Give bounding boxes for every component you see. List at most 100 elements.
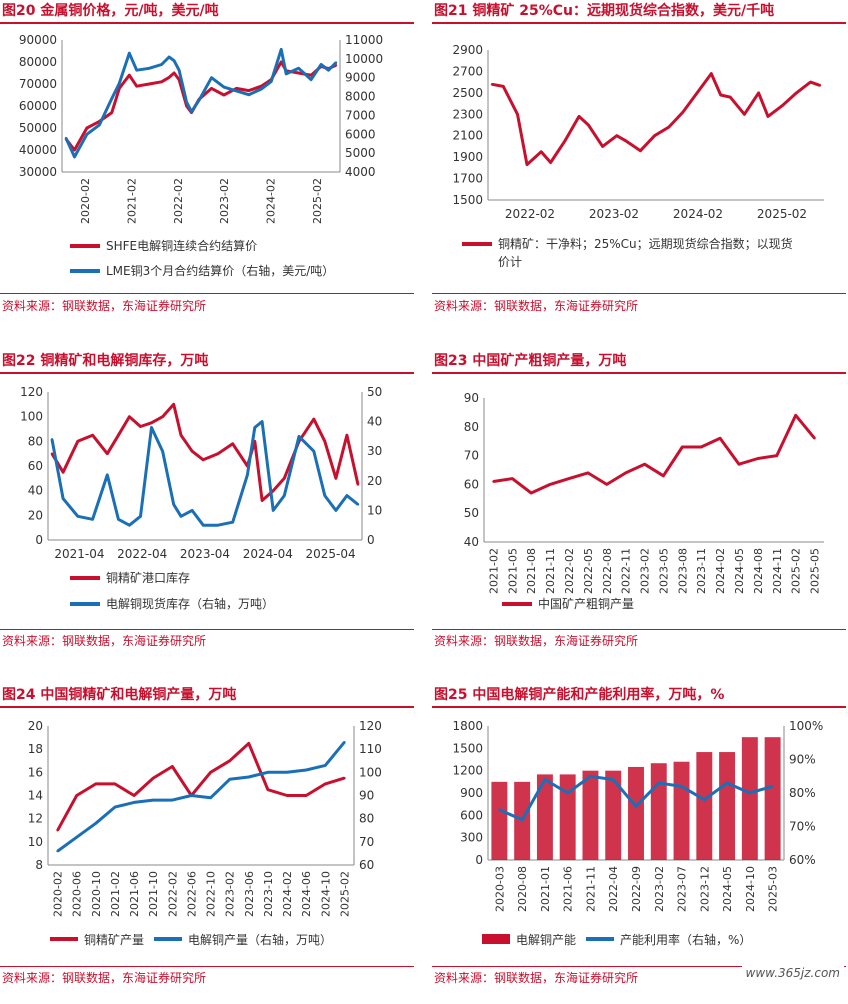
x-tick-label: 2025-02 <box>757 207 807 221</box>
figure-22-panel: 图22 铜精矿和电解铜库存，万吨 0 20 40 60 80 100 120 0 10 20 30 4… <box>0 350 414 670</box>
y2-tick-label: 4000 <box>345 165 376 179</box>
figure-title: 图23 中国矿产粗铜产量，万吨 <box>434 353 627 369</box>
data-point <box>813 437 816 440</box>
data-point <box>128 74 131 77</box>
data-point <box>283 477 286 480</box>
source-text: 资料来源：钢联数据，东海证券研究所 <box>434 971 639 985</box>
figure-title: 图20 金属铜价格，元/吨，美元/吨 <box>2 3 219 19</box>
data-point <box>818 84 822 87</box>
source-rule <box>432 629 846 630</box>
x-tick-label: 2022-04 <box>117 547 167 561</box>
series-line <box>56 741 345 832</box>
production-chart: 8 10 12 14 16 18 20 60 70 80 90 100 110 120 2020-02 202… <box>28 719 382 947</box>
x-tick-label: 2023-06 <box>243 871 256 917</box>
data-point <box>50 452 54 455</box>
data-point <box>639 149 642 152</box>
x-tick-label: 2023-02 <box>589 207 639 221</box>
watermark: www.365jz.com <box>741 966 844 980</box>
y-tick-label: 14 <box>28 789 43 803</box>
data-point <box>548 483 552 486</box>
x-tick-label: 2025-04 <box>306 547 356 561</box>
y2-tick-label: 80 <box>359 812 374 826</box>
x-tick-label: 2023-12 <box>698 866 711 912</box>
y2-tick-label: 120 <box>359 719 382 733</box>
data-point <box>56 849 59 853</box>
data-point <box>297 71 300 75</box>
data-point <box>185 101 188 104</box>
data-point <box>61 497 65 500</box>
inventory-chart: 0 20 40 60 80 100 120 0 10 20 30 40 50 2021-04 2022-04… <box>20 385 382 611</box>
data-point <box>794 414 797 417</box>
data-point <box>228 778 231 781</box>
x-tick-label: 2020-08 <box>516 866 529 912</box>
data-point <box>657 781 660 785</box>
data-point <box>601 145 604 148</box>
y2-tick-label: 100 <box>359 765 382 779</box>
y2-tick-label: 0 <box>367 533 375 547</box>
data-point <box>253 426 256 429</box>
y2-tick-label: 70 <box>359 835 374 849</box>
y2-tick-label: 80% <box>789 786 816 800</box>
y-tick-label: 10 <box>28 835 43 849</box>
data-point <box>190 110 193 113</box>
data-point <box>171 765 174 768</box>
y-tick-label: 1500 <box>452 193 483 207</box>
y-tick-label: 1200 <box>452 764 483 778</box>
x-tick-label: 2024-04 <box>243 547 293 561</box>
title-rule <box>0 22 414 24</box>
source-text: 资料来源：钢联数据，东海证券研究所 <box>2 634 207 648</box>
x-tick-label: 2023-07 <box>676 866 689 912</box>
data-point <box>304 794 308 797</box>
legend-label: 铜精矿：干净料；25%Cu；远期现货综合指数；以现货 <box>498 236 793 251</box>
data-point <box>56 829 59 832</box>
data-point <box>75 794 78 797</box>
data-point <box>766 115 770 118</box>
source-text: 资料来源：钢联数据，东海证券研究所 <box>2 971 207 985</box>
data-point <box>172 59 176 62</box>
series-line <box>64 60 337 152</box>
y-tick-label: 90 <box>464 391 479 405</box>
data-point <box>235 87 238 90</box>
data-point <box>323 494 327 497</box>
x-tick-label: 2022-02 <box>505 207 555 221</box>
title-rule <box>0 706 414 708</box>
legend-label: 价计 <box>498 255 522 269</box>
data-point <box>172 503 175 506</box>
source-text: 资料来源：钢联数据，东海证券研究所 <box>434 299 639 313</box>
legend-swatch <box>482 934 510 944</box>
data-point <box>235 89 238 93</box>
data-point <box>695 91 699 95</box>
data-point <box>681 445 684 449</box>
data-point <box>228 759 231 762</box>
y-tick-label: 40000 <box>19 143 57 157</box>
data-point <box>653 134 656 137</box>
data-point <box>780 104 784 107</box>
data-point <box>634 805 638 808</box>
data-point <box>128 52 131 55</box>
data-point <box>91 433 94 437</box>
y-tick-label: 0 <box>35 533 43 547</box>
data-point <box>222 93 226 97</box>
data-point <box>110 111 114 114</box>
y-tick-label: 0 <box>475 853 483 867</box>
data-point <box>260 499 264 502</box>
data-point <box>197 99 201 102</box>
figure-20-panel: 图20 金属铜价格，元/吨，美元/吨 30000 40000 50000 60000 7… <box>0 0 414 320</box>
data-point <box>94 782 98 786</box>
data-point <box>502 85 505 88</box>
data-point <box>284 72 288 76</box>
data-point <box>113 805 117 809</box>
data-point <box>76 515 80 518</box>
data-point <box>75 836 78 839</box>
legend-label: 产能利用率（右轴，%） <box>620 932 751 947</box>
data-point <box>280 48 283 51</box>
data-point <box>260 87 263 91</box>
data-point <box>498 808 501 811</box>
title-rule <box>432 372 846 374</box>
x-tick-label: 2025-05 <box>809 548 822 594</box>
data-point <box>285 794 289 797</box>
data-point <box>612 778 615 781</box>
y-tick-label: 1900 <box>452 150 483 164</box>
data-point <box>94 822 98 825</box>
data-point <box>345 433 349 437</box>
